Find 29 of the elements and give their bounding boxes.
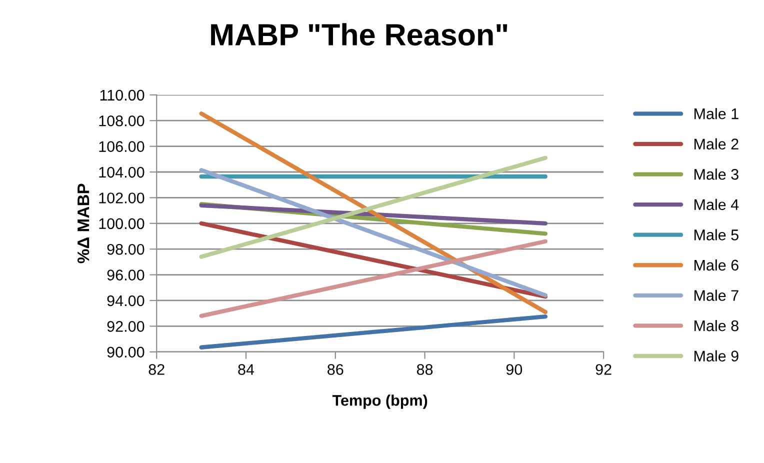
y-axis-title: %Δ MABP bbox=[77, 184, 90, 264]
legend-label: Male 5 bbox=[694, 229, 738, 240]
y-tick-label: 110.00 bbox=[100, 90, 144, 101]
legend-label: Male 3 bbox=[694, 168, 738, 180]
legend-label: Male 6 bbox=[694, 259, 738, 271]
y-tick-label: 96.00 bbox=[107, 270, 144, 280]
y-tick-label: 90.00 bbox=[107, 346, 144, 358]
legend-label: Male 8 bbox=[694, 320, 738, 332]
x-tick-label: 88 bbox=[416, 364, 433, 375]
y-tick-label: 100.00 bbox=[99, 218, 144, 230]
legend-label: Male 4 bbox=[694, 198, 739, 210]
legend-label: Male 2 bbox=[694, 138, 738, 150]
chart-title: MABP "The Reason" bbox=[211, 23, 508, 46]
x-axis-title: Tempo (bpm) bbox=[332, 394, 428, 409]
y-tick-label: 106.00 bbox=[99, 141, 144, 152]
x-tick-label: 86 bbox=[328, 364, 344, 375]
x-tick-label: 82 bbox=[148, 364, 164, 375]
y-tick-label: 108.00 bbox=[99, 115, 144, 126]
x-tick-label: 92 bbox=[596, 364, 612, 375]
x-tick-label: 84 bbox=[238, 364, 254, 375]
y-tick-label: 98.00 bbox=[107, 244, 144, 255]
y-tick-label: 102.00 bbox=[99, 192, 144, 204]
y-tick-label: 104.00 bbox=[99, 166, 144, 178]
y-tick-label: 92.00 bbox=[107, 321, 144, 332]
legend-label: Male 7 bbox=[694, 290, 738, 301]
x-tick-label: 90 bbox=[506, 364, 522, 375]
legend-label: Male 9 bbox=[694, 350, 738, 362]
y-tick-label: 94.00 bbox=[107, 295, 144, 306]
legend-label: Male 1 bbox=[694, 108, 738, 120]
